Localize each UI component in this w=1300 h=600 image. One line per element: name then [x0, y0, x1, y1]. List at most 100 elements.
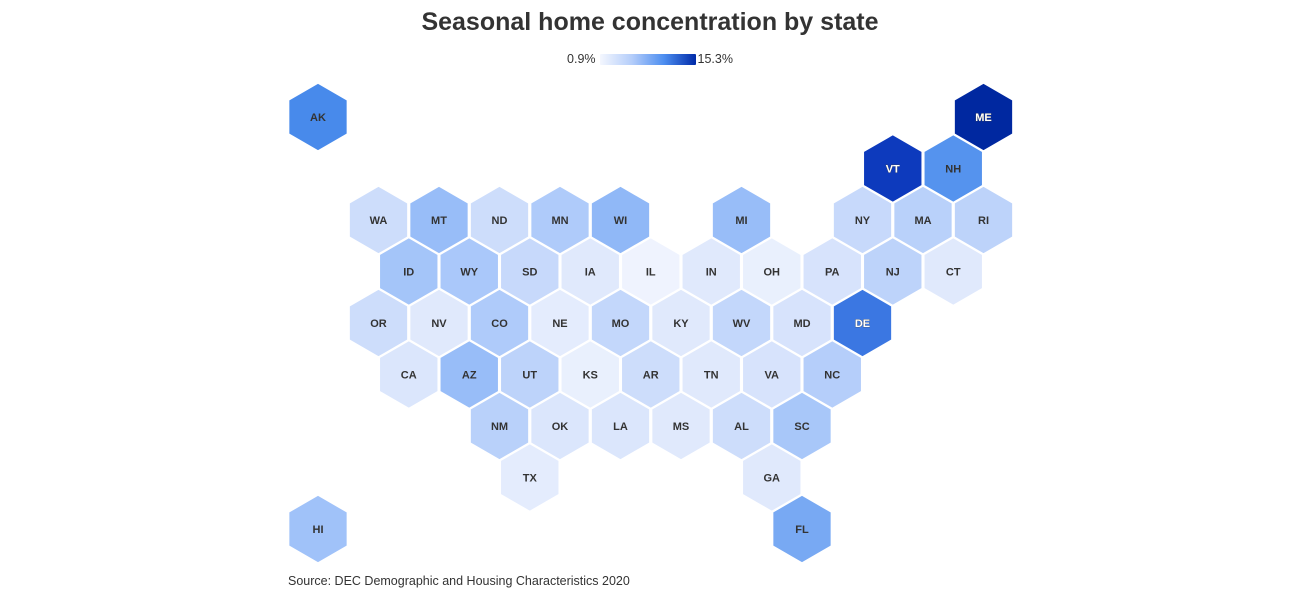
- state-hex-shape[interactable]: [378, 236, 439, 307]
- state-hex-shape[interactable]: [802, 339, 863, 410]
- state-hex-vt[interactable]: VT: [862, 133, 923, 204]
- state-hex-shape[interactable]: [832, 288, 893, 358]
- state-hex-pa[interactable]: PA: [802, 236, 863, 307]
- state-hex-nj[interactable]: NJ: [862, 236, 923, 307]
- state-hex-shape[interactable]: [529, 185, 591, 255]
- state-hex-nv[interactable]: NV: [408, 288, 470, 358]
- state-hex-shape[interactable]: [529, 391, 591, 461]
- state-hex-shape[interactable]: [892, 185, 954, 255]
- state-hex-shape[interactable]: [771, 391, 833, 461]
- state-hex-shape[interactable]: [499, 442, 560, 513]
- state-hex-shape[interactable]: [862, 133, 923, 204]
- state-hex-mn[interactable]: MN: [529, 185, 591, 255]
- state-hex-nc[interactable]: NC: [802, 339, 863, 410]
- state-hex-shape[interactable]: [620, 339, 681, 410]
- state-hex-shape[interactable]: [560, 339, 621, 410]
- state-hex-shape[interactable]: [378, 339, 439, 410]
- state-hex-ks[interactable]: KS: [560, 339, 621, 410]
- state-hex-md[interactable]: MD: [771, 288, 833, 358]
- state-hex-al[interactable]: AL: [711, 391, 772, 461]
- state-hex-ma[interactable]: MA: [892, 185, 954, 255]
- state-hex-shape[interactable]: [590, 391, 651, 461]
- state-hex-ia[interactable]: IA: [560, 236, 621, 307]
- state-hex-shape[interactable]: [862, 236, 923, 307]
- state-hex-shape[interactable]: [923, 236, 984, 307]
- state-hex-shape[interactable]: [408, 288, 470, 358]
- state-hex-shape[interactable]: [590, 185, 651, 255]
- state-hex-wy[interactable]: WY: [439, 236, 500, 307]
- state-hex-shape[interactable]: [469, 185, 530, 255]
- state-hex-az[interactable]: AZ: [439, 339, 500, 410]
- state-hex-shape[interactable]: [499, 339, 560, 410]
- state-hex-mt[interactable]: MT: [408, 185, 470, 255]
- state-hex-shape[interactable]: [681, 339, 742, 410]
- state-hex-shape[interactable]: [953, 82, 1014, 152]
- state-hex-shape[interactable]: [923, 133, 984, 204]
- state-hex-va[interactable]: VA: [741, 339, 802, 410]
- state-hex-nh[interactable]: NH: [923, 133, 984, 204]
- state-hex-id[interactable]: ID: [378, 236, 439, 307]
- state-hex-sc[interactable]: SC: [771, 391, 833, 461]
- state-hex-il[interactable]: IL: [620, 236, 681, 307]
- state-hex-ar[interactable]: AR: [620, 339, 681, 410]
- state-hex-ok[interactable]: OK: [529, 391, 591, 461]
- state-hex-wv[interactable]: WV: [711, 288, 772, 358]
- state-hex-shape[interactable]: [771, 494, 833, 564]
- state-hex-nm[interactable]: NM: [469, 391, 530, 461]
- state-hex-in[interactable]: IN: [681, 236, 742, 307]
- state-hex-ms[interactable]: MS: [650, 391, 712, 461]
- state-hex-ut[interactable]: UT: [499, 339, 560, 410]
- state-hex-shape[interactable]: [590, 288, 651, 358]
- state-hex-ga[interactable]: GA: [741, 442, 802, 513]
- state-hex-shape[interactable]: [741, 236, 802, 307]
- state-hex-shape[interactable]: [741, 339, 802, 410]
- state-hex-shape[interactable]: [802, 236, 863, 307]
- state-hex-wa[interactable]: WA: [348, 185, 409, 255]
- state-hex-shape[interactable]: [650, 391, 712, 461]
- state-hex-ky[interactable]: KY: [650, 288, 712, 358]
- state-hex-oh[interactable]: OH: [741, 236, 802, 307]
- state-hex-ct[interactable]: CT: [923, 236, 984, 307]
- state-hex-la[interactable]: LA: [590, 391, 651, 461]
- state-hex-or[interactable]: OR: [348, 288, 409, 358]
- state-hex-shape[interactable]: [439, 339, 500, 410]
- state-hex-shape[interactable]: [620, 236, 681, 307]
- state-hex-ny[interactable]: NY: [832, 185, 893, 255]
- state-hex-shape[interactable]: [287, 82, 349, 152]
- state-hex-fl[interactable]: FL: [771, 494, 833, 564]
- state-hex-shape[interactable]: [741, 442, 802, 513]
- state-hex-mi[interactable]: MI: [711, 185, 772, 255]
- state-hex-shape[interactable]: [469, 288, 530, 358]
- state-hex-shape[interactable]: [439, 236, 500, 307]
- state-hex-shape[interactable]: [408, 185, 470, 255]
- state-hex-ca[interactable]: CA: [378, 339, 439, 410]
- state-hex-nd[interactable]: ND: [469, 185, 530, 255]
- state-hex-shape[interactable]: [287, 494, 349, 564]
- state-hex-tx[interactable]: TX: [499, 442, 560, 513]
- state-hex-shape[interactable]: [348, 185, 409, 255]
- state-hex-shape[interactable]: [711, 391, 772, 461]
- state-hex-ne[interactable]: NE: [529, 288, 591, 358]
- state-hex-shape[interactable]: [681, 236, 742, 307]
- state-hex-shape[interactable]: [771, 288, 833, 358]
- state-hex-shape[interactable]: [499, 236, 560, 307]
- state-hex-ri[interactable]: RI: [953, 185, 1014, 255]
- state-hex-tn[interactable]: TN: [681, 339, 742, 410]
- state-hex-wi[interactable]: WI: [590, 185, 651, 255]
- state-hex-shape[interactable]: [560, 236, 621, 307]
- state-hex-shape[interactable]: [348, 288, 409, 358]
- state-hex-shape[interactable]: [953, 185, 1014, 255]
- state-hex-me[interactable]: ME: [953, 82, 1014, 152]
- state-hex-mo[interactable]: MO: [590, 288, 651, 358]
- state-hex-shape[interactable]: [469, 391, 530, 461]
- state-hex-shape[interactable]: [832, 185, 893, 255]
- state-hex-shape[interactable]: [529, 288, 591, 358]
- state-hex-de[interactable]: DE: [832, 288, 893, 358]
- state-hex-hi[interactable]: HI: [287, 494, 349, 564]
- state-hex-sd[interactable]: SD: [499, 236, 560, 307]
- state-hex-shape[interactable]: [711, 185, 772, 255]
- state-hex-ak[interactable]: AK: [287, 82, 349, 152]
- state-hex-shape[interactable]: [650, 288, 712, 358]
- state-hex-shape[interactable]: [711, 288, 772, 358]
- state-hex-co[interactable]: CO: [469, 288, 530, 358]
